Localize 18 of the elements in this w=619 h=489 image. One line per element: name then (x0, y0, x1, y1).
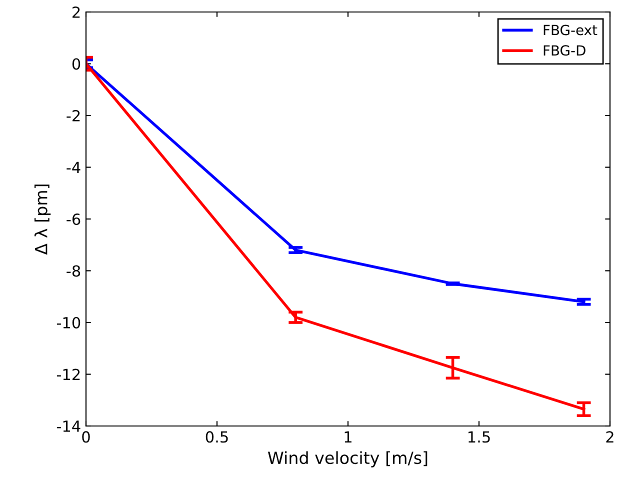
y-tick-label: 2 (72, 6, 80, 18)
y-tick-label: -12 (56, 368, 80, 380)
y-tick-label: -4 (66, 162, 80, 174)
x-axis-title: Wind velocity [m/s] (268, 451, 428, 468)
x-tick-label: 1 (344, 431, 352, 442)
x-tick-label: 0 (82, 431, 90, 443)
y-tick-label: -14 (56, 420, 80, 432)
x-tick-label: 1.5 (468, 431, 490, 443)
legend-label: FBG-ext (544, 24, 598, 36)
y-tick-label: -2 (66, 110, 80, 122)
y-axis-title: Δ λ [pm] (34, 184, 51, 255)
y-tick-label: -6 (66, 213, 80, 226)
x-tick-label: 2 (606, 431, 614, 442)
y-tick-label: 0 (72, 58, 80, 70)
y-tick-label: -8 (66, 265, 80, 277)
x-tick-label: 0.5 (206, 431, 228, 443)
legend-label: FBG-D (544, 45, 586, 56)
y-tick-label: -10 (56, 316, 80, 329)
